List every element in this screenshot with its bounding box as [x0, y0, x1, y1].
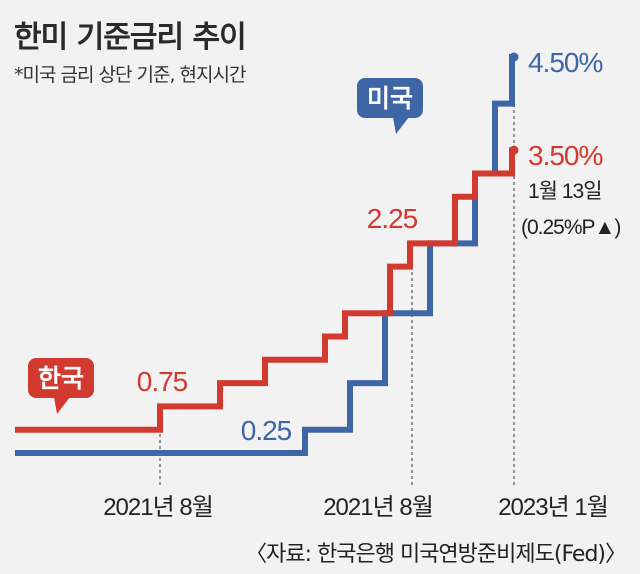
- us-value-label: 4.50%: [528, 47, 602, 78]
- korea-value-label: 3.50%: [528, 140, 602, 171]
- chart-title: 한미 기준금리 추이: [14, 20, 247, 55]
- x-tick-label: 2021년 8월: [103, 494, 213, 521]
- annotation-date: 1월 13일: [528, 180, 602, 203]
- korea-end-marker: [509, 145, 519, 155]
- korea-value-label: 2.25: [367, 203, 418, 234]
- source-note: 〈자료: 한국은행 미국연방준비제도(Fed)〉: [245, 542, 627, 567]
- series-line-us: [15, 54, 515, 456]
- legend-korea-tail: [54, 397, 70, 414]
- legend-us-label: 미국: [367, 85, 413, 113]
- us-value-label: 0.25: [241, 415, 292, 446]
- x-tick-label: 2023년 1월: [498, 494, 608, 521]
- korea-value-label: 0.75: [137, 366, 188, 397]
- legend-korea: 한국: [28, 358, 94, 414]
- series-line-korea: [15, 147, 515, 433]
- legend-korea-label: 한국: [38, 365, 84, 393]
- legend-us: 미국: [357, 78, 423, 134]
- us-end-marker: [509, 52, 519, 62]
- legend-us-tail: [393, 117, 409, 134]
- x-tick-label: 2021년 8월: [323, 494, 433, 521]
- legend-korea-box: [28, 358, 94, 398]
- chart-subtitle: *미국 금리 상단 기준, 현지시간: [14, 64, 246, 86]
- legend-us-box: [357, 78, 423, 118]
- annotation-change: (0.25%P▲): [521, 216, 620, 239]
